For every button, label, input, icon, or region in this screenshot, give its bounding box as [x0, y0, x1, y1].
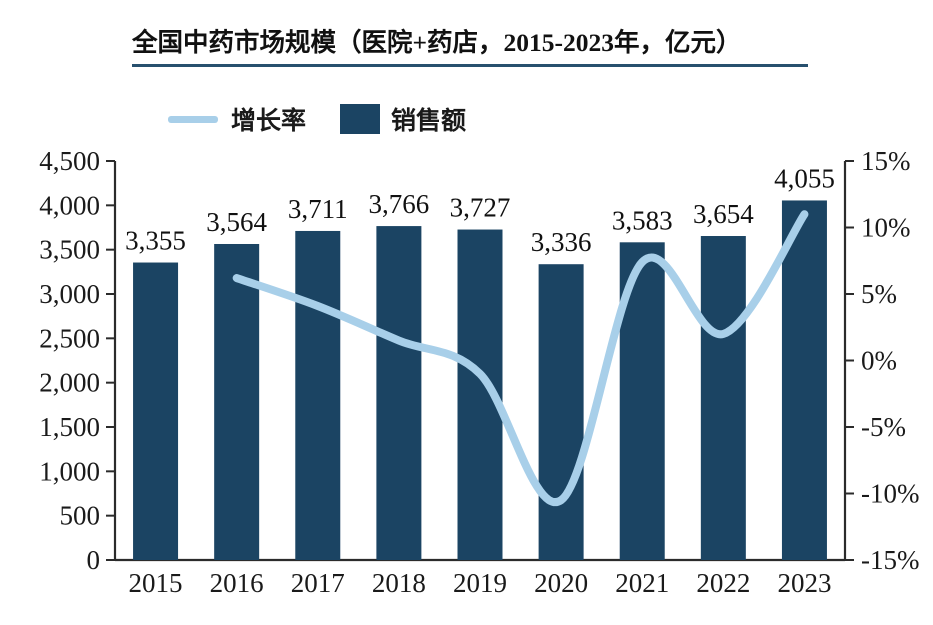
left-axis-tick-label: 0: [87, 545, 101, 575]
left-axis-tick-label: 4,000: [39, 190, 100, 220]
bar-value-label-2015: 3,355: [125, 226, 186, 256]
right-axis-tick-label: 10%: [861, 213, 911, 243]
category-label-2017: 2017: [291, 568, 345, 598]
right-axis-tick-label: -5%: [861, 412, 906, 442]
bar-2017: [295, 230, 341, 560]
bar-2022: [700, 236, 746, 560]
legend-label-sales: 销售额: [391, 108, 467, 135]
left-axis-tick-label: 3,500: [39, 235, 100, 265]
category-label-2020: 2020: [534, 568, 588, 598]
bar-2018: [376, 226, 422, 560]
left-axis-tick-label: 2,000: [39, 368, 100, 398]
growth-rate-line-path: [232, 210, 809, 506]
category-label-2016: 2016: [210, 568, 264, 598]
category-axis-labels: 2015 2016 2017 2018 2019 2020 2021 2022 2023: [129, 568, 832, 598]
legend-square-swatch-icon: [340, 104, 381, 134]
category-label-2019: 2019: [453, 568, 507, 598]
bar-value-label-2018: 3,766: [369, 189, 430, 219]
legend-line-swatch-icon: [168, 115, 218, 123]
left-axis-tick-label: 2,500: [39, 323, 100, 353]
bar-value-label-2022: 3,654: [693, 199, 754, 229]
left-axis-tick-label: 1,500: [39, 412, 100, 442]
right-axis-tick-label: 15%: [861, 146, 911, 176]
left-axis-tick-label: 3,000: [39, 279, 100, 309]
right-axis-tick-label: 0%: [861, 346, 897, 376]
bar-series-sales: [133, 200, 827, 561]
bar-value-label-2020: 3,336: [531, 227, 592, 257]
legend-item-sales[interactable]: 销售额: [340, 101, 466, 137]
page-title: 全国中药市场规模（医院+药店，2015-2023年，亿元）: [132, 28, 742, 57]
bar-value-label-2016: 3,564: [206, 207, 267, 237]
line-series-growth-rate: [232, 210, 809, 506]
chart-legend: 增长率 销售额: [168, 101, 466, 137]
category-label-2021: 2021: [615, 568, 669, 598]
bar-value-label-2019: 3,727: [450, 193, 511, 223]
bar-value-label-2023: 4,055: [774, 163, 835, 193]
category-label-2018: 2018: [372, 568, 426, 598]
left-axis-tick-label: 4,500: [39, 146, 100, 176]
right-axis-tick-label: -15%: [861, 545, 919, 575]
category-label-2015: 2015: [129, 568, 183, 598]
bar-value-labels: 3,355 3,564 3,711 3,766 3,727 3,336 3,583 3,654…: [125, 163, 835, 257]
category-label-2023: 2023: [777, 568, 831, 598]
legend-label-growth-rate: 增长率: [231, 108, 307, 135]
left-axis: 4,500 4,000 3,500 3,000 2,500 2,000 1,500 1,000…: [39, 146, 117, 575]
bar-2020: [538, 264, 584, 560]
bar-2015: [133, 262, 179, 560]
bar-2023: [781, 200, 827, 560]
legend-item-growth-rate[interactable]: 增长率: [168, 101, 306, 137]
bar-value-label-2017: 3,711: [288, 194, 348, 224]
bar-2016: [214, 243, 260, 560]
left-axis-tick-label: 500: [60, 501, 101, 531]
bar-value-label-2021: 3,583: [612, 205, 673, 235]
right-axis-tick-label: -10%: [861, 479, 919, 509]
left-axis-tick-label: 1,000: [39, 456, 100, 486]
right-axis-tick-label: 5%: [861, 279, 897, 309]
title-block: 全国中药市场规模（医院+药店，2015-2023年，亿元）: [132, 26, 832, 67]
title-underline: [132, 64, 808, 67]
category-label-2022: 2022: [696, 568, 750, 598]
